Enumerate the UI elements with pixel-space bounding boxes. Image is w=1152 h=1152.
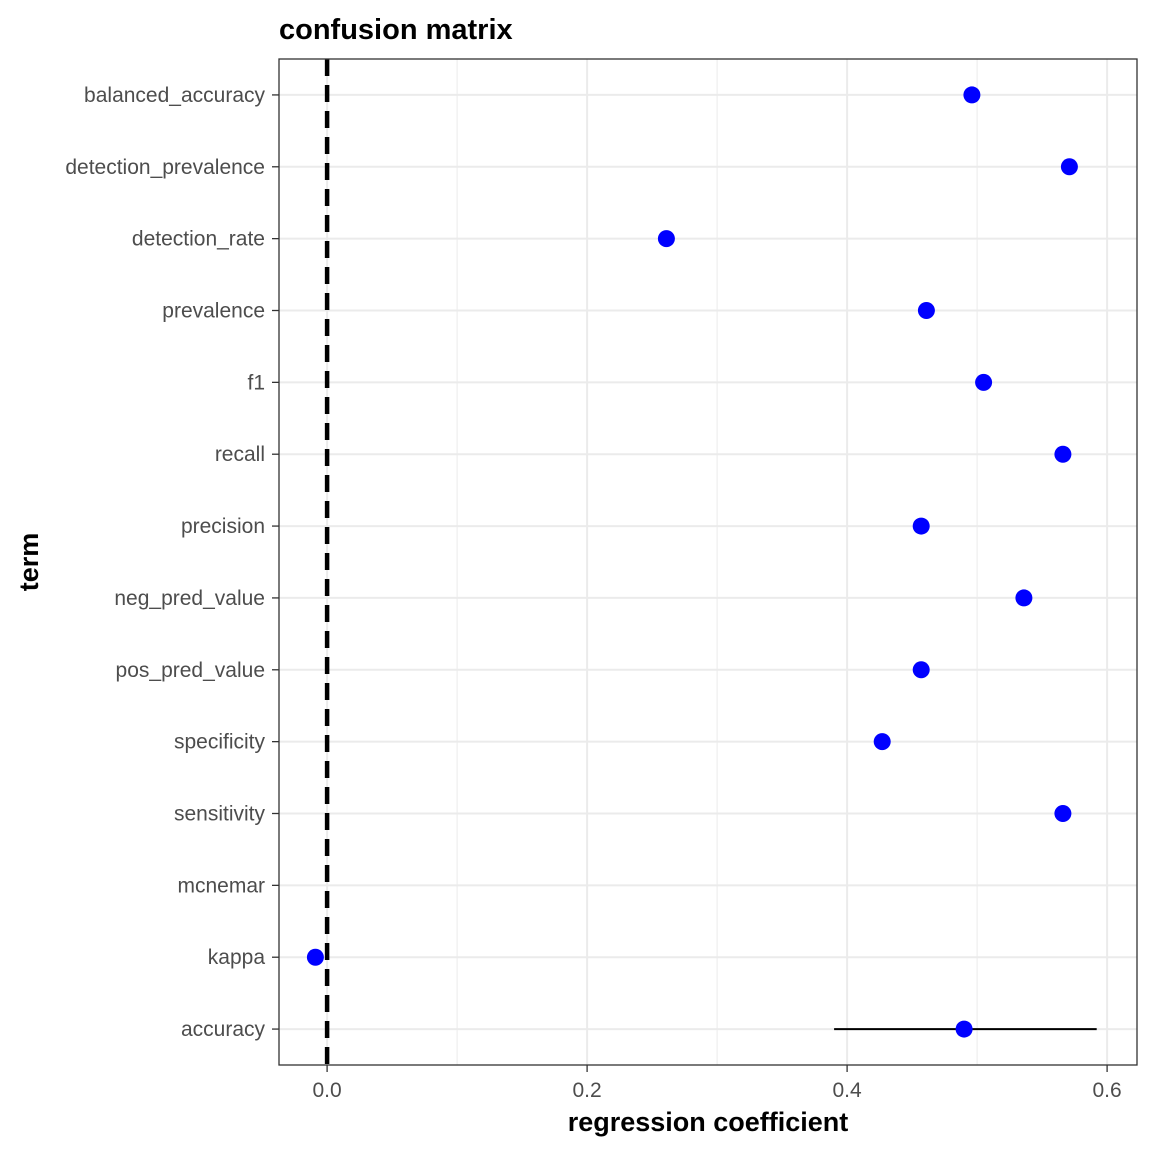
y-tick-label: neg_pred_value bbox=[114, 587, 265, 610]
point-detection_prevalence bbox=[1060, 158, 1078, 176]
point-pos_pred_value bbox=[912, 661, 930, 679]
point-detection_rate bbox=[657, 230, 675, 248]
y-tick-label: sensitivity bbox=[174, 803, 266, 826]
panel-border bbox=[278, 58, 1138, 1066]
major-gridlines bbox=[279, 59, 1137, 1065]
x-axis-title: regression coefficient bbox=[568, 1107, 849, 1137]
y-tick-label: detection_prevalence bbox=[65, 156, 265, 179]
point-sensitivity bbox=[1054, 805, 1072, 822]
x-axis: 0.0 0.2 0.4 0.6 bbox=[312, 1065, 1122, 1102]
y-tick-label: recall bbox=[215, 443, 265, 466]
y-tick-label: precision bbox=[181, 515, 265, 538]
point-accuracy bbox=[955, 1020, 973, 1038]
point-specificity bbox=[873, 733, 891, 751]
y-tick-label: detection_rate bbox=[132, 228, 265, 251]
y-tick-label: accuracy bbox=[181, 1018, 266, 1041]
y-tick-label: pos_pred_value bbox=[116, 659, 265, 682]
y-tick-label: kappa bbox=[208, 946, 266, 969]
y-axis-title: term bbox=[14, 533, 44, 592]
x-tick-label: 0.0 bbox=[312, 1079, 341, 1102]
point-prevalence bbox=[917, 302, 935, 319]
x-tick-label: 0.4 bbox=[832, 1079, 862, 1102]
y-tick-label: specificity bbox=[174, 731, 266, 754]
points bbox=[306, 86, 1078, 1038]
point-kappa bbox=[306, 948, 324, 966]
y-axis: accuracy kappa mcnemar sensitivity specifici… bbox=[65, 84, 279, 1041]
minor-gridlines bbox=[456, 59, 978, 1065]
point-balanced_accuracy bbox=[963, 86, 981, 104]
x-tick-label: 0.6 bbox=[1092, 1079, 1121, 1102]
y-tick-label: prevalence bbox=[162, 300, 265, 323]
point-neg_pred_value bbox=[1015, 589, 1033, 607]
point-f1 bbox=[975, 373, 993, 391]
y-tick-label: balanced_accuracy bbox=[84, 84, 265, 107]
chart-title: confusion matrix bbox=[279, 14, 513, 46]
y-tick-label: mcnemar bbox=[177, 874, 265, 897]
y-tick-label: f1 bbox=[247, 371, 265, 394]
point-precision bbox=[912, 517, 930, 535]
x-tick-label: 0.2 bbox=[572, 1079, 601, 1102]
point-recall bbox=[1054, 445, 1072, 463]
